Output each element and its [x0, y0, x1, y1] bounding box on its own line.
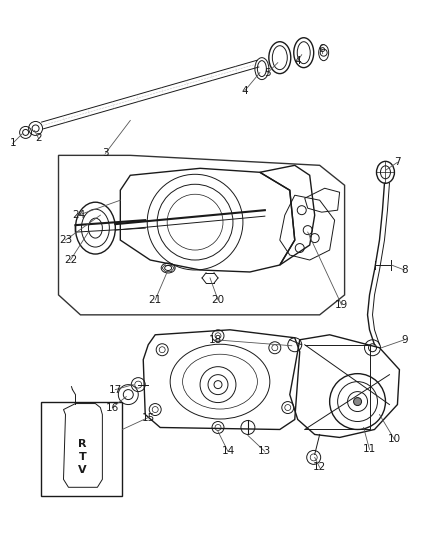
Text: 12: 12 [313, 462, 326, 472]
Text: 15: 15 [141, 413, 155, 423]
Text: R: R [78, 439, 87, 449]
Bar [41, 401, 122, 496]
Text: 17: 17 [109, 385, 122, 394]
Text: 16: 16 [106, 402, 119, 413]
Text: 24: 24 [72, 210, 85, 220]
Text: 14: 14 [221, 447, 235, 456]
Text: 2: 2 [35, 133, 42, 143]
Text: 1: 1 [9, 139, 16, 148]
Text: 9: 9 [401, 335, 408, 345]
Text: 22: 22 [64, 255, 77, 265]
Text: 6: 6 [318, 44, 325, 54]
Text: 11: 11 [363, 445, 376, 455]
Text: 8: 8 [401, 265, 408, 275]
Text: 5: 5 [265, 68, 271, 78]
Text: 10: 10 [388, 434, 401, 445]
Text: 4: 4 [294, 55, 301, 66]
Text: 19: 19 [335, 300, 348, 310]
Text: 23: 23 [59, 235, 72, 245]
Text: 3: 3 [102, 148, 109, 158]
Text: 18: 18 [208, 335, 222, 345]
Text: 13: 13 [258, 447, 272, 456]
Text: V: V [78, 465, 87, 475]
Text: 7: 7 [394, 157, 401, 167]
Circle shape [353, 398, 361, 406]
Text: T: T [78, 453, 86, 463]
Text: 20: 20 [212, 295, 225, 305]
Text: 4: 4 [242, 86, 248, 95]
Text: 21: 21 [148, 295, 162, 305]
